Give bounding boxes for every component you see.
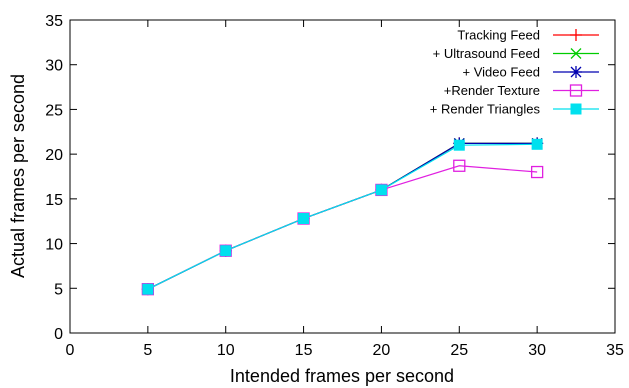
series-render-triangles	[142, 138, 543, 295]
legend-label-ultrasound-feed: + Ultrasound Feed	[433, 46, 540, 61]
data-point-render-triangles	[298, 213, 310, 225]
x-tick-label: 25	[450, 342, 468, 359]
plot-frame	[69, 19, 616, 334]
series-ultrasound-feed	[142, 137, 543, 295]
series-layer	[141, 137, 544, 296]
y-tick-label: 35	[45, 13, 63, 30]
x-tick-label: 20	[373, 342, 391, 359]
series-line-render-texture	[147, 165, 538, 290]
legend-marker-render-texture	[569, 84, 583, 97]
y-tick-label: 5	[54, 281, 63, 298]
series-render-texture	[141, 159, 544, 296]
data-point-render-texture	[530, 165, 544, 179]
y-tick-label: 30	[45, 58, 63, 75]
data-point-render-triangles	[531, 138, 543, 150]
legend-label-tracking-feed: Tracking Feed	[457, 28, 540, 43]
x-axis-label: Intended frames per second	[230, 366, 454, 386]
data-point-render-triangles	[375, 184, 387, 196]
y-tick-label: 10	[45, 237, 63, 254]
x-tick-label: 15	[295, 342, 313, 359]
data-point-render-texture	[453, 159, 466, 172]
data-point-render-triangles	[142, 283, 154, 295]
legend-label-render-texture: +Render Texture	[444, 83, 540, 98]
series-tracking-feed	[141, 137, 544, 296]
x-tick-label: 30	[528, 342, 546, 359]
y-tick-label: 0	[54, 326, 63, 343]
legend: Tracking Feed + Ultrasound Feed + Video Fe…	[430, 28, 599, 117]
y-tick-label: 20	[45, 147, 63, 164]
legend-marker-render-triangles	[570, 103, 582, 115]
data-point-render-triangles	[220, 245, 232, 257]
axis-ticks: 0 5 10 15 20 25 30 35 0 5 10 15 20 25 30 35	[45, 13, 624, 359]
legend-marker-video-feed	[570, 66, 582, 78]
series-line-video-feed	[147, 142, 538, 290]
x-tick-label: 35	[606, 342, 624, 359]
series-line-tracking-feed	[147, 142, 538, 290]
series-video-feed	[141, 137, 544, 296]
series-line-render-triangles	[147, 143, 538, 290]
y-tick-label: 25	[45, 102, 63, 119]
legend-marker-tracking-feed	[570, 29, 582, 41]
data-point-render-triangles	[453, 139, 465, 151]
legend-marker-ultrasound-feed	[570, 48, 582, 59]
series-line-ultrasound-feed	[147, 142, 538, 290]
legend-label-video-feed: + Video Feed	[463, 65, 540, 80]
y-tick-label: 15	[45, 192, 63, 209]
x-tick-label: 5	[143, 342, 152, 359]
x-tick-label: 0	[66, 342, 75, 359]
y-axis-label: Actual frames per second	[8, 74, 28, 278]
x-tick-label: 10	[217, 342, 235, 359]
legend-label-render-triangles: + Render Triangles	[430, 102, 541, 117]
